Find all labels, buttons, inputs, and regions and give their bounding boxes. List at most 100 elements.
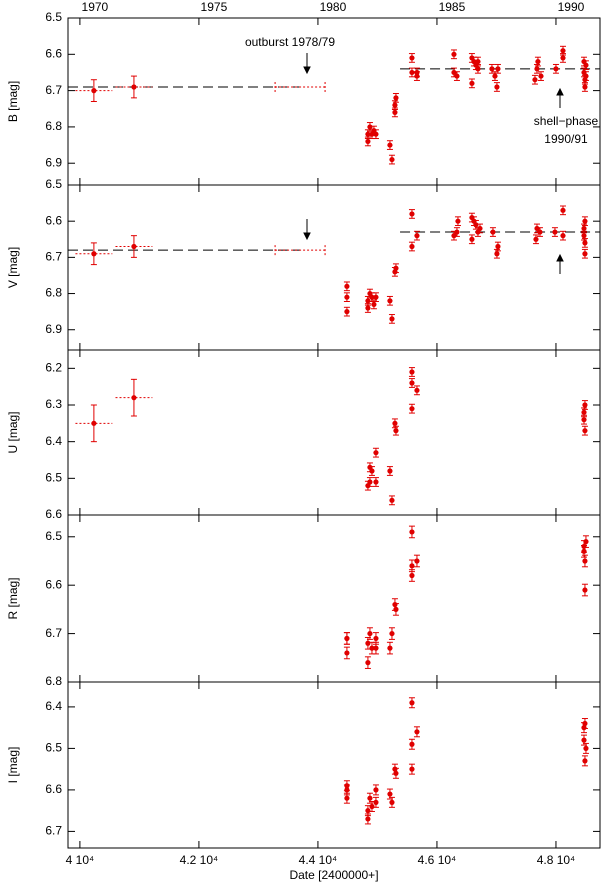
data-point — [477, 225, 483, 232]
x2-tick-label: 1985 — [439, 0, 466, 14]
data-point — [494, 251, 500, 257]
data-point — [371, 301, 377, 308]
y-axis-label: V [mag] — [6, 247, 20, 288]
annotation: 1990/91 — [544, 132, 588, 146]
x2-tick-label: 1970 — [82, 0, 109, 14]
data-point — [582, 720, 588, 727]
data-point — [367, 124, 373, 130]
data-point — [392, 601, 398, 608]
data-point — [365, 138, 371, 145]
x2-tick-label: 1980 — [320, 0, 347, 14]
data-point — [553, 66, 559, 72]
panel-frame — [67, 349, 601, 516]
data-point — [583, 745, 589, 752]
y-tick-label: 6.8 — [45, 674, 62, 688]
y-tick-label: 6.8 — [45, 119, 62, 133]
y-axis-label: I [mag] — [6, 747, 20, 784]
y-tick-label: 6.5 — [45, 529, 62, 543]
y-tick-label: 6.7 — [45, 626, 62, 640]
data-point — [373, 645, 379, 651]
data-point — [581, 225, 587, 232]
panel-frame — [67, 681, 601, 849]
data-point — [451, 51, 457, 57]
data-point — [389, 316, 395, 322]
panel-frame — [67, 514, 601, 683]
data-point — [373, 799, 379, 805]
data-point — [409, 369, 415, 375]
y-tick-label: 6.4 — [45, 699, 62, 713]
data-point — [494, 84, 500, 90]
data-point — [583, 539, 589, 545]
y-tick-label: 6.9 — [45, 155, 62, 169]
data-point — [367, 795, 373, 801]
data-point — [583, 62, 589, 68]
y-tick-label: 6.6 — [45, 577, 62, 591]
data-point — [451, 233, 457, 239]
x-tick-label: 4.8 10⁴ — [537, 853, 576, 867]
y-tick-label: 6.6 — [45, 46, 62, 60]
data-point — [373, 294, 379, 300]
data-point — [409, 55, 415, 61]
data-point — [409, 380, 415, 386]
data-point — [409, 406, 415, 412]
data-point — [582, 402, 588, 408]
data-point — [409, 766, 415, 772]
data-point — [392, 102, 398, 108]
x-tick-label: 4 10⁴ — [66, 853, 95, 867]
data-point — [369, 468, 375, 474]
data-point — [387, 142, 393, 148]
data-point — [495, 243, 501, 250]
data-point — [373, 479, 379, 485]
data-point — [534, 66, 540, 72]
data-point — [393, 265, 399, 271]
x-tick-label: 4.2 10⁴ — [180, 853, 219, 867]
data-point — [495, 66, 501, 72]
data-point — [393, 770, 399, 776]
data-point — [344, 309, 350, 315]
data-point — [582, 758, 588, 764]
y-tick-label: 6.6 — [45, 507, 62, 521]
x-tick-label: 4.4 10⁴ — [299, 853, 338, 867]
data-point — [373, 131, 379, 137]
data-point — [581, 233, 587, 239]
data-point — [389, 497, 395, 503]
data-point — [469, 80, 475, 86]
data-point — [451, 69, 457, 76]
data-point — [409, 529, 415, 535]
y-tick-label: 6.8 — [45, 286, 62, 300]
y-tick-label: 6.7 — [45, 250, 62, 264]
data-point — [581, 548, 587, 554]
data-point — [560, 55, 566, 61]
data-point — [367, 630, 373, 637]
data-point — [91, 420, 97, 426]
data-point — [344, 650, 350, 656]
data-point — [473, 222, 479, 228]
y-tick-label: 6.7 — [45, 83, 62, 97]
data-point — [387, 298, 393, 304]
data-point — [392, 420, 398, 426]
data-point — [373, 635, 379, 642]
data-point — [409, 700, 415, 706]
data-point — [392, 109, 398, 115]
data-point — [455, 218, 461, 224]
data-point — [492, 73, 498, 79]
data-point — [387, 645, 393, 651]
data-point — [414, 387, 420, 393]
data-point — [582, 84, 588, 90]
y-tick-label: 6.5 — [45, 471, 62, 485]
data-point — [409, 572, 415, 579]
data-point — [533, 236, 539, 242]
data-point — [560, 233, 566, 239]
y-axis-label: B [mag] — [6, 81, 20, 122]
data-point — [582, 240, 588, 246]
y-tick-label: 6.7 — [45, 824, 62, 838]
y-tick-label: 6.5 — [45, 741, 62, 755]
y-tick-label: 6.6 — [45, 782, 62, 796]
data-point — [582, 218, 588, 224]
data-point — [581, 417, 587, 423]
arrow — [303, 53, 564, 274]
data-point — [409, 741, 415, 747]
data-point — [369, 294, 375, 300]
data-point — [582, 558, 588, 564]
